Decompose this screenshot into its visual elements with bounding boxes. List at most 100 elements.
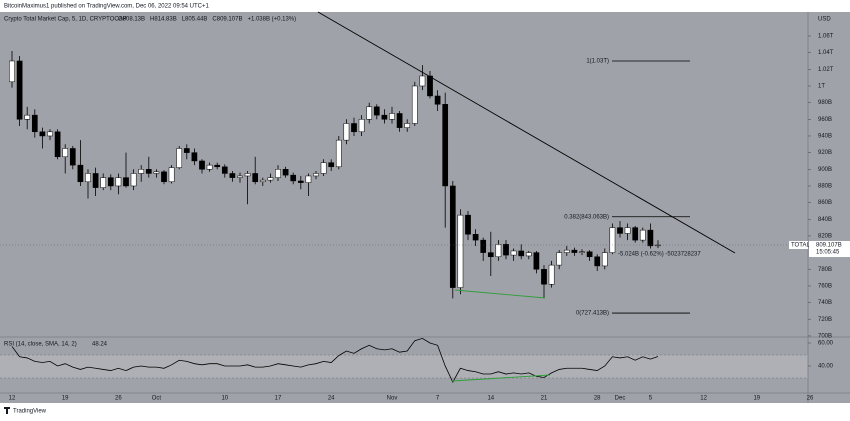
candle-body bbox=[358, 119, 365, 133]
y-tick-label: 820B bbox=[818, 234, 832, 240]
candle-body bbox=[297, 180, 304, 183]
candle-body bbox=[62, 148, 69, 158]
candle-body bbox=[563, 249, 570, 253]
candle-body bbox=[556, 252, 563, 266]
x-tick-label: 12 bbox=[700, 396, 707, 402]
candle-body bbox=[335, 139, 342, 168]
candle-body bbox=[632, 227, 639, 241]
candles bbox=[9, 50, 661, 299]
logo bbox=[4, 407, 10, 414]
y-tick-label: 760B bbox=[818, 284, 832, 290]
y-tick-label: 1.06T bbox=[818, 34, 834, 40]
y-tick-label: 840B bbox=[818, 217, 832, 223]
fib-label: 0.382(843.063B) bbox=[564, 214, 609, 220]
candle-body bbox=[252, 173, 259, 183]
candle-body bbox=[206, 164, 213, 170]
candle-body bbox=[244, 173, 251, 177]
candle-body bbox=[16, 60, 23, 120]
candle-body bbox=[221, 166, 228, 174]
x-tick-label: 14 bbox=[487, 396, 494, 402]
candle-body bbox=[609, 227, 616, 253]
candle-body bbox=[92, 173, 99, 188]
ohlc-value: +1.038B (+0.13%) bbox=[247, 17, 296, 23]
candle-body bbox=[487, 252, 494, 258]
ohlc-value: C809.107B bbox=[212, 17, 242, 23]
candle-body bbox=[518, 250, 525, 257]
x-tick-label: 19 bbox=[62, 396, 69, 402]
candle-body bbox=[396, 113, 403, 128]
fib-label: 0(727.413B) bbox=[576, 311, 609, 317]
candle-body bbox=[161, 171, 167, 183]
candle-body bbox=[199, 160, 205, 170]
fib-label: 1(1.03T) bbox=[586, 59, 609, 65]
rsi-band bbox=[0, 355, 808, 378]
candle-body bbox=[77, 164, 84, 183]
candle-body bbox=[282, 169, 289, 176]
price-tag-timer: 15:05:45 bbox=[816, 250, 840, 256]
candle-body bbox=[624, 227, 631, 234]
candle-body bbox=[123, 177, 129, 187]
candle-body bbox=[525, 252, 532, 257]
candle-body bbox=[290, 174, 297, 182]
candle-body bbox=[373, 106, 380, 116]
rsi-value: 48.24 bbox=[92, 342, 108, 348]
candle-body bbox=[69, 148, 76, 166]
candle-body bbox=[480, 239, 487, 253]
symbol-title: Crypto Total Market Cap, 5, 1D, CRYPTOCA… bbox=[4, 17, 127, 23]
candle-body bbox=[639, 229, 646, 241]
ohlc-value: H814.83B bbox=[150, 17, 177, 23]
candle-body bbox=[449, 185, 456, 288]
y-tick-label: 1T bbox=[818, 84, 825, 90]
y-tick-label: 780B bbox=[818, 267, 832, 273]
y-tick-label: 720B bbox=[818, 317, 832, 323]
candle-body bbox=[510, 250, 517, 256]
y-tick-label: 900B bbox=[818, 167, 832, 173]
candle-body bbox=[465, 214, 471, 235]
candle-body bbox=[145, 169, 152, 174]
rsi-label: RSI (14, close, SMA, 14, 2) bbox=[4, 342, 77, 348]
candle-body bbox=[647, 229, 654, 247]
x-tick-label: 26 bbox=[115, 396, 122, 402]
candle-body bbox=[313, 173, 319, 177]
candle-body bbox=[594, 256, 601, 267]
x-tick-label: 24 bbox=[328, 396, 335, 402]
ohlc-value: L805.44B bbox=[182, 17, 208, 23]
candle-body bbox=[351, 123, 357, 133]
candle-body bbox=[434, 95, 441, 105]
x-tick-label: 12 bbox=[9, 396, 16, 402]
rsi-tick-label: 60.00 bbox=[818, 341, 834, 347]
x-tick-label: 7 bbox=[436, 396, 440, 402]
candle-body bbox=[275, 169, 281, 178]
candle-body bbox=[457, 214, 464, 288]
y-tick-label: 880B bbox=[818, 184, 832, 190]
candle-body bbox=[31, 114, 38, 133]
x-tick-label: 10 bbox=[221, 396, 228, 402]
candle-body bbox=[100, 177, 107, 188]
x-tick-label: 5 bbox=[649, 396, 653, 402]
candle-body bbox=[24, 114, 31, 120]
x-tick-label: 26 bbox=[807, 396, 814, 402]
candle-body bbox=[601, 252, 608, 267]
x-tick-label: Dec bbox=[615, 396, 626, 402]
candle-body bbox=[168, 167, 175, 183]
ohlc-values: O808.13B H814.83B L805.44B C809.107B +1.038B… bbox=[118, 17, 296, 23]
x-tick-label: 21 bbox=[541, 396, 548, 402]
candle-body bbox=[389, 113, 395, 120]
price-tag bbox=[809, 241, 850, 258]
publish-info: BitcoinMaximus1 published on TradingView… bbox=[4, 4, 210, 10]
top-bar bbox=[0, 0, 850, 12]
y-tick-label: 940B bbox=[818, 134, 832, 140]
candle-body bbox=[267, 177, 274, 181]
rsi-divergence-line bbox=[451, 374, 551, 382]
price-tag-label: 809.107B bbox=[816, 243, 842, 249]
candle-body bbox=[9, 60, 15, 83]
rsi-tick-label: 40.00 bbox=[818, 364, 834, 370]
currency: USD bbox=[818, 17, 831, 23]
candle-body bbox=[419, 75, 426, 87]
y-tick-label: 740B bbox=[818, 300, 832, 306]
y-tick-label: 700B bbox=[818, 333, 832, 339]
brand: TradingView bbox=[13, 409, 47, 415]
candle-body bbox=[259, 179, 266, 183]
x-tick-label: 17 bbox=[275, 396, 282, 402]
candle-body bbox=[617, 227, 623, 234]
